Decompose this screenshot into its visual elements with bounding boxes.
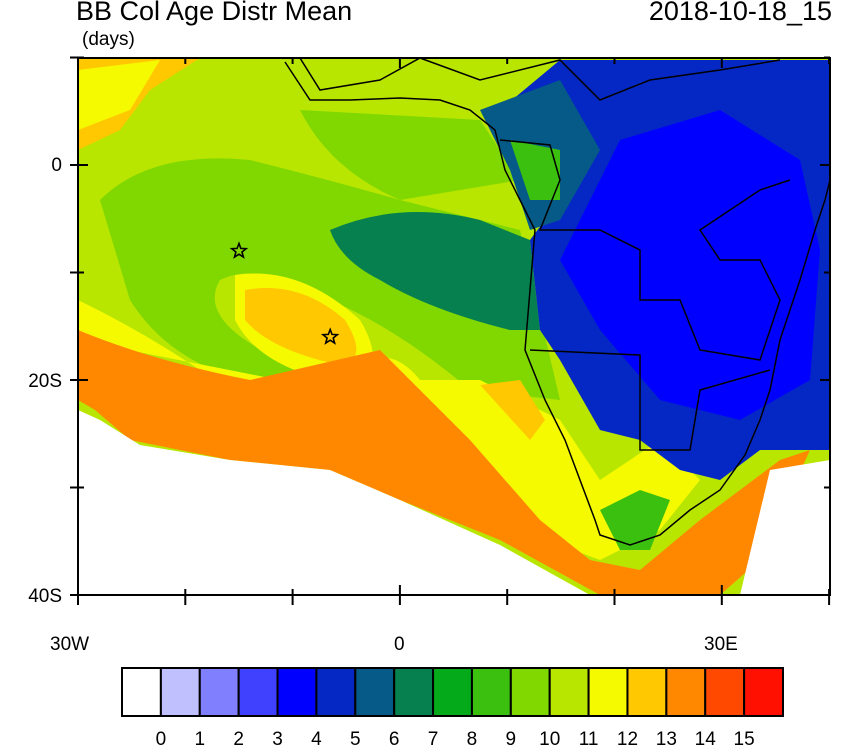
colorbar-swatch bbox=[743, 667, 785, 717]
colorbar-swatch bbox=[704, 667, 746, 717]
colorbar-label: 12 bbox=[617, 729, 638, 750]
colorbar-label: 1 bbox=[194, 729, 205, 750]
colorbar-label: 14 bbox=[695, 729, 717, 750]
colorbar-label: 13 bbox=[656, 729, 677, 750]
colorbar-swatch bbox=[509, 667, 551, 717]
borders-north bbox=[299, 57, 781, 101]
colorbar-label: 15 bbox=[734, 729, 755, 750]
field-missing-data bbox=[78, 410, 590, 595]
colorbar-swatch bbox=[237, 667, 279, 717]
field-green-west-africa bbox=[510, 140, 560, 200]
africa-coastline bbox=[284, 61, 831, 546]
colorbar-swatch bbox=[276, 667, 318, 717]
colorbar-label: 9 bbox=[506, 729, 517, 750]
plot-title: BB Col Age Distr Mean bbox=[76, 0, 353, 26]
y-tick-label: 40S bbox=[28, 586, 62, 607]
borders bbox=[499, 139, 791, 361]
field-missing-east bbox=[740, 460, 830, 595]
colorbar-label: 11 bbox=[579, 729, 599, 750]
units-label: (days) bbox=[82, 29, 135, 50]
colorbar-swatch bbox=[198, 667, 240, 717]
field-dark-green bbox=[330, 212, 540, 330]
coastlines bbox=[284, 57, 831, 546]
colorbar-label: 4 bbox=[311, 729, 322, 750]
markers bbox=[229, 241, 340, 345]
colorbar-swatch bbox=[665, 667, 707, 717]
colorbar-swatch bbox=[626, 667, 668, 717]
colorbar-swatch bbox=[315, 667, 357, 717]
field-orange-center bbox=[245, 288, 357, 365]
date-label: 2018-10-18_15 bbox=[648, 0, 832, 26]
star-marker-icon bbox=[229, 241, 249, 259]
colorbar: 0 1 2 3 4 5 6 7 8 9 10 11 12 13 14 15 bbox=[121, 667, 785, 750]
colorbar-swatch bbox=[587, 667, 629, 717]
axis-ticks bbox=[70, 56, 831, 605]
field-blue-bright bbox=[560, 110, 820, 420]
colorbar-label: 6 bbox=[389, 729, 400, 750]
field-green-north bbox=[300, 110, 520, 200]
x-tick-label: 30E bbox=[704, 634, 738, 655]
colorbar-label: 8 bbox=[467, 729, 478, 750]
map-frame bbox=[77, 57, 831, 596]
colorbar-swatch bbox=[159, 667, 201, 717]
y-tick-label: 20S bbox=[28, 371, 62, 392]
colorbar-label: 3 bbox=[272, 729, 283, 750]
colorbar-swatch bbox=[432, 667, 473, 717]
field-yellow-south bbox=[78, 300, 700, 560]
colorbar-swatch bbox=[470, 667, 512, 717]
colorbar-label: 0 bbox=[156, 729, 167, 750]
colorbar-label: 2 bbox=[233, 729, 244, 750]
map-field bbox=[78, 58, 830, 595]
colorbar-label: 10 bbox=[539, 729, 560, 750]
colorbar-swatch bbox=[121, 667, 162, 717]
colorbar-swatch bbox=[354, 667, 396, 717]
colorbar-label: 5 bbox=[350, 729, 361, 750]
borders-south bbox=[529, 349, 771, 451]
star-marker-icon bbox=[320, 327, 340, 345]
x-tick-label: 0 bbox=[394, 634, 405, 655]
field-orange-south bbox=[78, 330, 810, 595]
y-tick-label: 0 bbox=[51, 155, 62, 176]
colorbar-label: 7 bbox=[428, 729, 439, 750]
field-green-south-africa bbox=[600, 490, 670, 550]
field-yellow-north bbox=[78, 60, 160, 130]
colorbar-swatch bbox=[393, 667, 435, 717]
x-tick-label: 30W bbox=[50, 634, 89, 655]
field-orange-blob bbox=[480, 380, 545, 440]
colorbar-swatch bbox=[548, 667, 590, 717]
